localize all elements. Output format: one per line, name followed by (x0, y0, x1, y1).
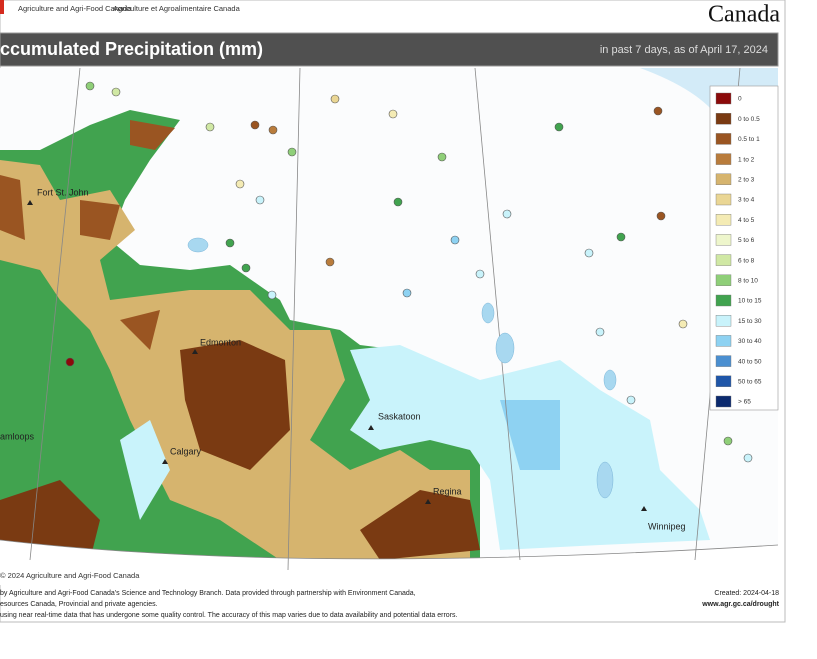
footer-line: using near real-time data that has under… (0, 612, 458, 619)
legend-label: 0 (738, 96, 742, 103)
legend-label: 10 to 15 (738, 298, 762, 305)
legend-swatch (715, 294, 732, 307)
city-label: Fort St. John (37, 187, 89, 197)
url: www.agr.gc.ca/drought (701, 601, 779, 608)
city-label: Regina (433, 486, 462, 496)
agency-en: Agriculture and Agri-Food Canada (18, 4, 132, 13)
us-border (0, 539, 779, 560)
legend-label: 0.5 to 1 (738, 136, 760, 143)
legend-label: 50 to 65 (738, 379, 762, 386)
legend-swatch (715, 315, 732, 327)
legend-label: 30 to 40 (738, 338, 762, 345)
legend-swatch (715, 254, 732, 266)
legend-label: 8 to 10 (738, 278, 758, 285)
legend-swatch (715, 92, 732, 105)
province-border (29, 67, 741, 571)
city-label: Winnipeg (648, 521, 686, 531)
agency-fr: Agriculture et Agroalimentaire Canada (113, 4, 241, 13)
legend-label: 2 to 3 (738, 177, 755, 184)
moist-patch (120, 420, 170, 520)
legend-swatch (715, 153, 732, 165)
legend-label: 0 to 0.5 (738, 116, 760, 123)
flag-bar (0, 0, 4, 14)
legend-label: 1 to 2 (738, 156, 755, 163)
legend-label: 5 to 6 (738, 237, 755, 244)
footer: by Agriculture and Agri-Food Canada's Sc… (0, 590, 780, 619)
legend-swatch (715, 193, 732, 206)
title: ccumulated Precipitation (mm) (0, 39, 263, 59)
border-south (0, 540, 778, 585)
legend-swatch (715, 234, 732, 246)
legend-swatch (715, 133, 732, 145)
map-area (0, 67, 779, 585)
city-labels: Fort St. John Edmonton Calgary Saskatoon… (0, 187, 686, 531)
legend-swatch (715, 375, 732, 387)
legend-swatch (715, 355, 732, 367)
lakes (187, 237, 617, 499)
subtitle: in past 7 days, as of April 17, 2024 (600, 44, 768, 56)
legend-label: 3 to 4 (738, 197, 755, 204)
footer-line: esources Canada, Provincial and private … (0, 601, 158, 608)
copyright: © 2024 Agriculture and Agri-Food Canada (0, 571, 140, 580)
city-label: Calgary (170, 446, 202, 456)
legend-label: 40 to 50 (738, 358, 762, 365)
city-label: Saskatoon (378, 411, 421, 421)
dry-patch (0, 120, 175, 350)
city-label: amloops (0, 431, 35, 441)
legend-label: 15 to 30 (738, 318, 762, 325)
wetter-zone (500, 400, 560, 470)
very-dry-patch (0, 340, 480, 560)
legend-swatch (715, 213, 732, 226)
legend-swatch (715, 112, 732, 125)
footer-line: by Agriculture and Agri-Food Canada's Sc… (0, 590, 416, 597)
stations (65, 81, 753, 463)
legend-swatch (715, 274, 732, 286)
legend-label: 4 to 5 (738, 217, 755, 224)
created: Created: 2024-04-18 (714, 590, 779, 597)
legend-swatch (715, 335, 732, 347)
legend-swatch (715, 173, 732, 186)
city-label: Edmonton (200, 337, 241, 347)
legend-swatch (715, 395, 732, 408)
wordmark: Canada (708, 2, 780, 28)
legend-label: 6 to 8 (738, 257, 755, 264)
title-bar (0, 32, 779, 67)
legend: 0 0 to 0.5 0.5 to 1 1 to 2 2 to 3 3 to 4 4 to … (715, 92, 762, 408)
legend-label: > 65 (738, 399, 751, 406)
